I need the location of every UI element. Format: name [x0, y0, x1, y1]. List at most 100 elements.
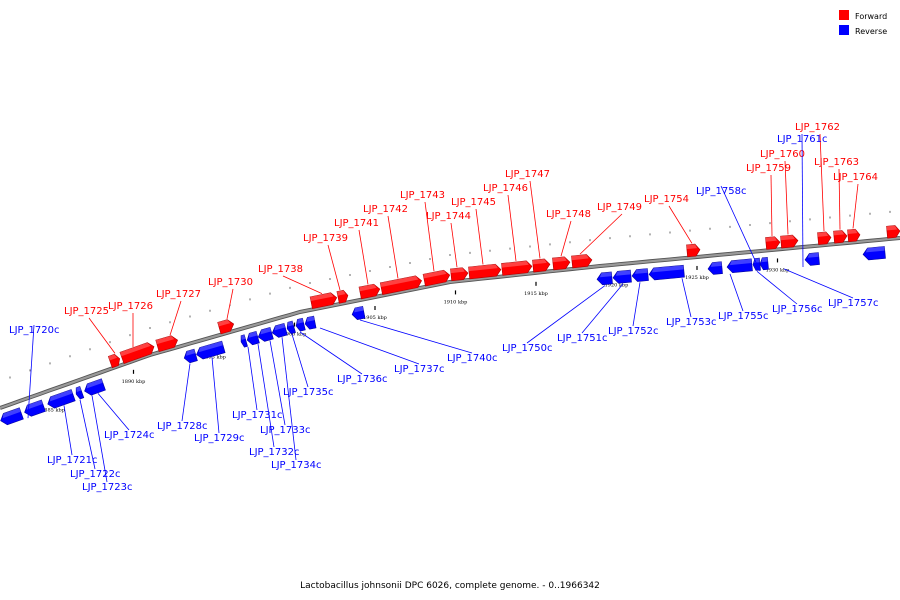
gene-label[interactable]: LJP_1734c — [271, 460, 322, 471]
reverse-gene-arrow[interactable] — [74, 386, 85, 400]
gene-label[interactable]: LJP_1722c — [70, 469, 121, 480]
forward-gene-arrow[interactable] — [336, 289, 349, 304]
gene-label[interactable]: LJP_1759 — [746, 163, 791, 174]
gene-label[interactable]: LJP_1764 — [833, 172, 878, 183]
gene-label-leader — [729, 273, 744, 312]
gene-label[interactable]: LJP_1746 — [483, 183, 528, 194]
gene-label[interactable]: LJP_1748 — [546, 209, 591, 220]
forward-gene-arrow[interactable] — [379, 275, 423, 295]
forward-gene-arrow[interactable] — [532, 258, 551, 273]
gene-label-leader — [529, 180, 541, 259]
gene-label[interactable]: LJP_1729c — [194, 433, 245, 444]
reverse-gene-arrow[interactable] — [596, 271, 613, 286]
gene-label[interactable]: LJP_1751c — [557, 333, 608, 344]
gene-label[interactable]: LJP_1726 — [108, 301, 153, 312]
gene-label[interactable]: LJP_1750c — [502, 343, 553, 354]
gene-label[interactable]: LJP_1755c — [718, 311, 769, 322]
gene-label[interactable]: LJP_1763 — [814, 157, 859, 168]
gene-label[interactable]: LJP_1740c — [447, 353, 498, 364]
gene-label[interactable]: LJP_1723c — [82, 482, 133, 493]
reverse-gene-arrow[interactable] — [246, 330, 260, 346]
gene-label[interactable]: LJP_1749 — [597, 202, 642, 213]
gene-label[interactable]: LJP_1742 — [363, 204, 408, 215]
gene-label[interactable]: LJP_1762 — [795, 122, 840, 133]
gene-label[interactable]: LJP_1739 — [303, 233, 348, 244]
gene-label[interactable]: LJP_1752c — [608, 326, 659, 337]
gene-label[interactable]: LJP_1738 — [258, 264, 303, 275]
forward-gene-arrow[interactable] — [780, 234, 799, 249]
gene-label[interactable]: LJP_1720c — [9, 325, 60, 336]
gene-label[interactable]: LJP_1753c — [666, 317, 717, 328]
gene-label[interactable]: LJP_1761c — [777, 134, 828, 145]
reverse-gene-arrow[interactable] — [183, 348, 198, 364]
forward-gene-arrow[interactable] — [847, 228, 861, 243]
forward-gene-arrow[interactable] — [686, 243, 701, 258]
reverse-gene-arrow[interactable] — [257, 326, 274, 342]
reverse-gene-arrow[interactable] — [726, 258, 753, 273]
gene-label[interactable]: LJP_1727 — [156, 289, 201, 300]
reverse-gene-arrow[interactable] — [0, 407, 24, 427]
forward-gene-arrow[interactable] — [358, 283, 381, 300]
gene-label[interactable]: LJP_1758c — [696, 186, 747, 197]
gene-label[interactable]: LJP_1724c — [104, 430, 155, 441]
forward-gene-arrow[interactable] — [833, 230, 848, 244]
reverse-gene-arrow[interactable] — [46, 389, 76, 409]
gene-label[interactable]: LJP_1756c — [772, 304, 823, 315]
reverse-gene-arrow[interactable] — [239, 334, 248, 348]
forward-gene-arrow[interactable] — [468, 263, 502, 280]
reverse-gene-arrow[interactable] — [304, 315, 317, 330]
reverse-gene-arrow[interactable] — [862, 246, 886, 261]
gene-label[interactable]: LJP_1733c — [260, 425, 311, 436]
gene-label[interactable]: LJP_1744 — [426, 211, 471, 222]
gene-label[interactable]: LJP_1760 — [760, 149, 805, 160]
axis-line — [0, 236, 900, 410]
forward-gene-arrow[interactable] — [571, 254, 593, 269]
axis-tick-label: 1930 kbp — [766, 267, 790, 273]
gene-label-leader — [327, 244, 341, 291]
reverse-gene-arrow[interactable] — [285, 320, 296, 335]
gene-label[interactable]: LJP_1736c — [337, 374, 388, 385]
gene-label-leader — [299, 331, 363, 375]
forward-gene-arrow[interactable] — [155, 334, 179, 353]
gene-label[interactable]: LJP_1728c — [157, 421, 208, 432]
gene-label[interactable]: LJP_1732c — [249, 447, 300, 458]
forward-gene-arrow[interactable] — [217, 318, 236, 335]
reverse-gene-arrow[interactable] — [631, 268, 649, 282]
gene-label[interactable]: LJP_1725 — [64, 306, 109, 317]
reverse-gene-arrow[interactable] — [759, 257, 769, 271]
reverse-gene-arrow[interactable] — [804, 252, 820, 266]
forward-gene-arrow[interactable] — [886, 225, 900, 239]
reverse-gene-arrow[interactable] — [351, 305, 366, 320]
reverse-gene-arrow[interactable] — [195, 340, 226, 360]
reverse-gene-arrow[interactable] — [707, 261, 723, 275]
forward-gene-arrow[interactable] — [309, 292, 338, 309]
gene-label[interactable]: LJP_1745 — [451, 197, 496, 208]
gene-label[interactable]: LJP_1747 — [505, 169, 550, 180]
reverse-gene-arrow[interactable] — [648, 264, 685, 281]
reverse-gene-arrow[interactable] — [295, 317, 306, 332]
gene-label[interactable]: LJP_1721c — [47, 455, 98, 466]
gene-label-leader — [281, 337, 297, 461]
reverse-gene-arrow[interactable] — [271, 322, 288, 338]
gene-label[interactable]: LJP_1735c — [283, 387, 334, 398]
gene-label[interactable]: LJP_1743 — [400, 190, 445, 201]
gene-label[interactable]: LJP_1730 — [208, 277, 253, 288]
gene-label[interactable]: LJP_1741 — [334, 218, 379, 229]
forward-gene-arrow[interactable] — [501, 260, 533, 276]
gene-label[interactable]: LJP_1754 — [644, 194, 689, 205]
gene-label-leader — [668, 205, 693, 244]
reverse-gene-arrow[interactable] — [612, 269, 632, 284]
forward-gene-arrow[interactable] — [450, 267, 469, 282]
forward-gene-arrow[interactable] — [119, 341, 156, 364]
forward-gene-arrow[interactable] — [817, 231, 832, 245]
forward-gene-arrow[interactable] — [107, 353, 121, 369]
forward-gene-arrow[interactable] — [552, 256, 571, 271]
gene-label[interactable]: LJP_1757c — [828, 298, 879, 309]
forward-gene-arrow[interactable] — [422, 269, 451, 287]
gene-label[interactable]: LJP_1731c — [232, 410, 283, 421]
forward-gene-arrow[interactable] — [765, 236, 781, 250]
reverse-gene-arrow[interactable] — [23, 399, 46, 418]
gene-label[interactable]: LJP_1737c — [394, 364, 445, 375]
reverse-gene-arrow[interactable] — [83, 378, 106, 397]
gene-label-leader — [838, 168, 841, 230]
